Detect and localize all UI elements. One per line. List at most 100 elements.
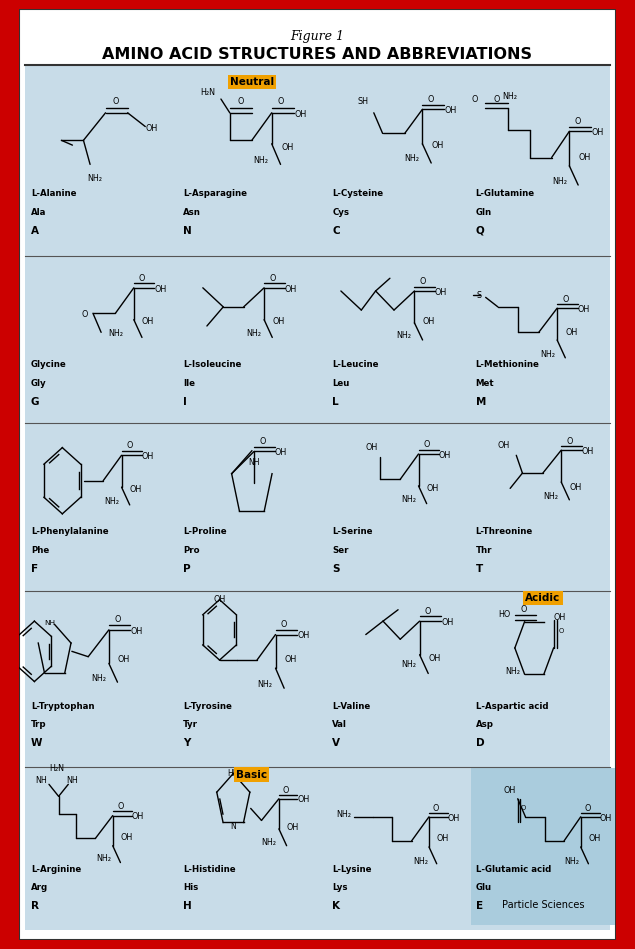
Text: Particle Sciences: Particle Sciences [502, 900, 584, 910]
Text: OH: OH [504, 786, 516, 795]
Text: OH: OH [284, 655, 297, 664]
Text: NH₂: NH₂ [337, 809, 352, 819]
Text: Cys: Cys [333, 208, 349, 216]
Text: Glu: Glu [476, 884, 491, 892]
Text: L-Phenylalanine: L-Phenylalanine [31, 528, 109, 536]
Text: OH: OH [272, 317, 284, 326]
Text: H₂N: H₂N [49, 764, 64, 773]
Text: Asp: Asp [476, 720, 493, 730]
Text: O: O [424, 606, 431, 616]
Text: OH: OH [578, 305, 590, 314]
Text: S: S [477, 291, 482, 300]
Text: O: O [566, 437, 573, 446]
Text: Gln: Gln [476, 208, 491, 216]
Text: OH: OH [154, 285, 166, 293]
Text: L-Serine: L-Serine [333, 528, 373, 536]
Text: OH: OH [570, 483, 582, 492]
Text: NH: NH [44, 620, 55, 626]
Text: NH: NH [66, 776, 78, 785]
Text: W: W [31, 738, 43, 749]
Text: OH: OH [439, 451, 451, 459]
Text: H: H [184, 902, 192, 911]
Text: Thr: Thr [476, 546, 492, 555]
Text: Trp: Trp [31, 720, 46, 730]
Text: O: O [584, 804, 591, 813]
Text: L-Leucine: L-Leucine [333, 360, 379, 369]
Text: Acidic: Acidic [525, 593, 561, 603]
Text: L-Threonine: L-Threonine [476, 528, 533, 536]
Text: Lys: Lys [333, 884, 348, 892]
Text: O: O [277, 97, 284, 105]
Text: Ala: Ala [31, 208, 46, 216]
Text: NH₂: NH₂ [91, 674, 107, 682]
Text: L-Glutamine: L-Glutamine [476, 189, 535, 198]
Text: O: O [237, 97, 244, 105]
Text: OH: OH [588, 834, 600, 843]
Text: L-Asparagine: L-Asparagine [184, 189, 247, 198]
Text: Met: Met [476, 379, 494, 387]
Text: NH₂: NH₂ [544, 492, 559, 500]
Text: L-Aspartic acid: L-Aspartic acid [476, 701, 548, 711]
Text: L-Histidine: L-Histidine [184, 865, 236, 874]
Text: O: O [139, 273, 145, 283]
Text: OH: OH [429, 654, 441, 662]
Text: OH: OH [445, 106, 457, 115]
Text: O: O [471, 95, 478, 103]
Text: NH₂: NH₂ [104, 496, 119, 506]
Text: L-Isoleucine: L-Isoleucine [184, 360, 241, 369]
Text: Leu: Leu [333, 379, 350, 387]
Text: H₂N: H₂N [200, 87, 215, 97]
Text: P: P [184, 565, 191, 574]
Text: Pro: Pro [184, 546, 200, 555]
Text: L-Cysteine: L-Cysteine [333, 189, 384, 198]
Text: OH: OH [565, 327, 578, 337]
Text: NH₂: NH₂ [540, 350, 555, 359]
Text: N: N [184, 226, 192, 236]
Text: OH: OH [498, 441, 510, 450]
Text: G: G [31, 397, 39, 407]
Text: L-Lysine: L-Lysine [333, 865, 372, 874]
Text: O: O [269, 273, 276, 283]
Text: L-Proline: L-Proline [184, 528, 227, 536]
Text: L-Arginine: L-Arginine [31, 865, 81, 874]
Text: Glycine: Glycine [31, 360, 67, 369]
Text: OH: OH [142, 452, 154, 461]
Text: O: O [521, 806, 526, 811]
Text: O: O [493, 95, 500, 103]
Text: OH: OH [294, 110, 307, 119]
Bar [471, 768, 615, 924]
Text: OH: OH [284, 285, 297, 293]
Text: Tyr: Tyr [184, 720, 198, 730]
Text: O: O [433, 804, 439, 813]
Text: L-Tryptophan: L-Tryptophan [31, 701, 95, 711]
Text: OH: OH [131, 812, 144, 821]
Text: L-Glutamic acid: L-Glutamic acid [476, 865, 551, 874]
Text: Q: Q [476, 226, 485, 236]
Text: HN: HN [227, 769, 239, 778]
Text: His: His [184, 884, 199, 892]
Text: O: O [558, 628, 563, 634]
Text: NH: NH [248, 457, 260, 467]
Text: L-Valine: L-Valine [333, 701, 371, 711]
Text: L-Methionine: L-Methionine [476, 360, 540, 369]
Text: O: O [126, 441, 133, 450]
Text: Ser: Ser [333, 546, 349, 555]
Text: NH₂: NH₂ [108, 329, 123, 338]
Text: OH: OH [432, 141, 444, 150]
Text: S: S [333, 565, 340, 574]
Text: OH: OH [422, 317, 435, 326]
Text: O: O [112, 97, 119, 105]
Text: OH: OH [599, 813, 612, 823]
Text: OH: OH [427, 484, 439, 493]
Text: Asn: Asn [184, 208, 201, 216]
Text: O: O [424, 440, 430, 449]
Text: T: T [476, 565, 483, 574]
Text: NH₂: NH₂ [401, 495, 416, 504]
Text: NH₂: NH₂ [87, 174, 102, 182]
Text: NH₂: NH₂ [246, 329, 262, 338]
Text: NH₂: NH₂ [502, 92, 518, 102]
Text: L-Alanine: L-Alanine [31, 189, 76, 198]
Text: OH: OH [146, 124, 158, 133]
Text: O: O [117, 802, 124, 811]
Text: NH₂: NH₂ [257, 680, 272, 689]
